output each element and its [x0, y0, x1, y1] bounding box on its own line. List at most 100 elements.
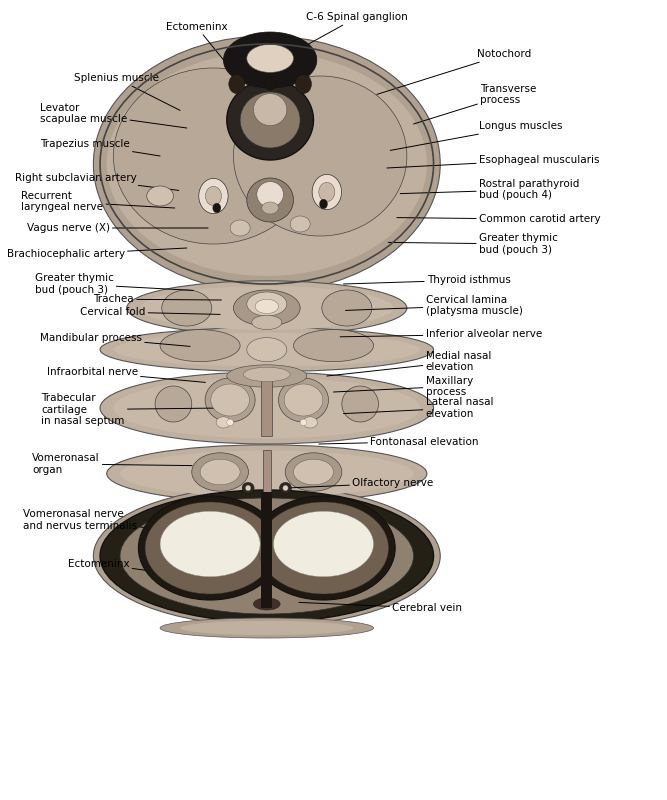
Text: Recurrent
laryngeal nerve: Recurrent laryngeal nerve [21, 191, 175, 212]
Ellipse shape [252, 315, 281, 330]
Ellipse shape [273, 511, 374, 577]
Ellipse shape [147, 186, 173, 206]
Text: Cervical fold: Cervical fold [80, 307, 220, 317]
Text: Vomeronasal nerve
and nervus terminalis: Vomeronasal nerve and nervus terminalis [23, 509, 197, 534]
Text: Cerebral vein: Cerebral vein [299, 602, 462, 613]
Text: Vagus nerve (X): Vagus nerve (X) [27, 223, 208, 233]
Ellipse shape [290, 216, 310, 232]
Circle shape [312, 174, 342, 210]
Text: Mandibular process: Mandibular process [40, 333, 190, 346]
Ellipse shape [120, 450, 414, 497]
Ellipse shape [322, 290, 372, 326]
Ellipse shape [258, 502, 388, 594]
Text: Fontonasal elevation: Fontonasal elevation [319, 437, 479, 446]
Ellipse shape [242, 482, 254, 494]
Ellipse shape [155, 386, 192, 422]
Ellipse shape [113, 333, 420, 366]
Ellipse shape [160, 330, 240, 362]
Bar [261, 492, 272, 608]
Text: Vomeronasal
organ: Vomeronasal organ [32, 453, 192, 475]
Ellipse shape [200, 459, 240, 485]
Bar [263, 450, 271, 496]
Ellipse shape [257, 182, 283, 207]
Ellipse shape [113, 378, 420, 438]
Text: Thyroid isthmus: Thyroid isthmus [344, 275, 511, 285]
Ellipse shape [247, 44, 293, 72]
Ellipse shape [100, 372, 434, 444]
Text: Infraorbital nerve: Infraorbital nerve [47, 367, 205, 382]
Ellipse shape [227, 80, 313, 160]
Text: Trabecular
cartilage
in nasal septum: Trabecular cartilage in nasal septum [41, 393, 223, 426]
Ellipse shape [160, 511, 260, 577]
Ellipse shape [93, 486, 440, 626]
Text: Ectomeninx: Ectomeninx [68, 559, 189, 576]
Ellipse shape [253, 94, 287, 126]
Ellipse shape [107, 52, 427, 276]
Ellipse shape [247, 338, 287, 362]
Text: Transverse
process: Transverse process [414, 84, 537, 124]
Circle shape [295, 74, 311, 94]
Bar [261, 376, 272, 436]
Ellipse shape [285, 453, 342, 491]
Ellipse shape [120, 498, 414, 614]
Circle shape [229, 74, 245, 94]
Ellipse shape [300, 419, 307, 426]
Text: Inferior alveolar nerve: Inferior alveolar nerve [340, 330, 542, 339]
Text: Right subclavian artery: Right subclavian artery [15, 173, 179, 190]
Text: Trapezius muscle: Trapezius muscle [40, 139, 160, 156]
Ellipse shape [255, 299, 279, 314]
Ellipse shape [205, 378, 255, 422]
Circle shape [213, 203, 221, 213]
Text: Common carotid artery: Common carotid artery [397, 214, 600, 224]
Ellipse shape [227, 365, 307, 387]
Ellipse shape [162, 290, 212, 326]
Circle shape [265, 78, 275, 90]
Ellipse shape [216, 417, 231, 428]
Ellipse shape [233, 290, 300, 326]
Ellipse shape [230, 220, 250, 236]
Circle shape [319, 182, 335, 202]
Ellipse shape [247, 292, 287, 316]
Ellipse shape [252, 496, 395, 600]
Text: Medial nasal
elevation: Medial nasal elevation [327, 350, 491, 376]
Ellipse shape [342, 386, 379, 422]
Ellipse shape [138, 496, 281, 600]
Ellipse shape [261, 202, 278, 214]
Ellipse shape [223, 32, 317, 88]
Text: Rostral parathyroid
bud (pouch 4): Rostral parathyroid bud (pouch 4) [400, 179, 579, 200]
Ellipse shape [240, 92, 300, 148]
Text: Brachiocephalic artery: Brachiocephalic artery [7, 248, 187, 259]
Text: Splenius muscle: Splenius muscle [74, 74, 180, 110]
Text: Lateral nasal
elevation: Lateral nasal elevation [344, 397, 493, 419]
Ellipse shape [140, 286, 394, 330]
Ellipse shape [279, 482, 291, 494]
Text: Cervical lamina
(platysma muscle): Cervical lamina (platysma muscle) [346, 295, 522, 317]
Ellipse shape [227, 419, 233, 426]
Ellipse shape [160, 618, 374, 638]
Text: C-6 Spinal ganglion: C-6 Spinal ganglion [287, 12, 408, 56]
Ellipse shape [284, 384, 323, 416]
Ellipse shape [245, 485, 251, 491]
Ellipse shape [253, 598, 280, 610]
Ellipse shape [180, 621, 354, 635]
Text: Maxillary
process: Maxillary process [334, 375, 473, 397]
Ellipse shape [211, 384, 249, 416]
Ellipse shape [283, 485, 288, 491]
Text: Olfactory nerve: Olfactory nerve [287, 478, 434, 488]
Ellipse shape [100, 490, 434, 622]
Ellipse shape [127, 281, 407, 335]
Ellipse shape [145, 502, 275, 594]
Text: Ectomeninx: Ectomeninx [166, 22, 230, 68]
Text: Longus muscles: Longus muscles [390, 122, 562, 150]
Ellipse shape [279, 378, 328, 422]
Circle shape [319, 199, 327, 209]
Ellipse shape [293, 330, 374, 362]
Text: Levator
scapulae muscle: Levator scapulae muscle [40, 103, 187, 128]
Text: Greater thymic
bud (pouch 3): Greater thymic bud (pouch 3) [35, 274, 193, 295]
Ellipse shape [192, 453, 248, 491]
Ellipse shape [93, 36, 440, 292]
Text: Trachea: Trachea [93, 294, 221, 304]
Circle shape [199, 178, 228, 214]
Ellipse shape [107, 445, 427, 502]
Ellipse shape [303, 417, 317, 428]
